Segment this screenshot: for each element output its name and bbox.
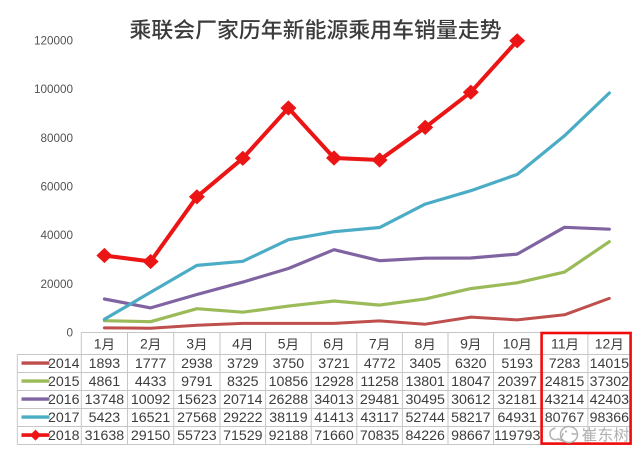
svg-text:27568: 27568 xyxy=(177,410,217,426)
svg-text:12: 12 xyxy=(595,336,611,352)
svg-text:5423: 5423 xyxy=(89,410,121,426)
svg-text:30612: 30612 xyxy=(451,392,491,408)
svg-text:10856: 10856 xyxy=(269,374,309,390)
svg-text:10092: 10092 xyxy=(131,392,171,408)
svg-text:9: 9 xyxy=(460,336,468,352)
svg-text:26288: 26288 xyxy=(269,392,309,408)
svg-text:12928: 12928 xyxy=(314,374,354,390)
svg-text:41413: 41413 xyxy=(314,410,354,426)
svg-text:64931: 64931 xyxy=(497,410,537,426)
svg-text:4772: 4772 xyxy=(364,356,396,372)
svg-text:29150: 29150 xyxy=(131,428,171,444)
svg-text:8325: 8325 xyxy=(227,374,259,390)
svg-text:3721: 3721 xyxy=(318,356,350,372)
svg-text:13748: 13748 xyxy=(85,392,125,408)
svg-text:60000: 60000 xyxy=(40,181,73,194)
svg-text:98366: 98366 xyxy=(590,410,630,426)
svg-text:40000: 40000 xyxy=(40,229,73,242)
svg-text:9791: 9791 xyxy=(181,374,213,390)
svg-text:84226: 84226 xyxy=(405,428,445,444)
svg-text:7: 7 xyxy=(369,336,377,352)
svg-text:52744: 52744 xyxy=(405,410,445,426)
svg-text:2017: 2017 xyxy=(48,410,80,426)
svg-text:4861: 4861 xyxy=(89,374,121,390)
svg-text:98667: 98667 xyxy=(451,428,491,444)
svg-text:34013: 34013 xyxy=(314,392,354,408)
svg-text:2018: 2018 xyxy=(48,428,80,444)
svg-text:100000: 100000 xyxy=(34,83,74,96)
svg-text:6: 6 xyxy=(323,336,331,352)
svg-text:11: 11 xyxy=(551,336,566,352)
svg-text:71660: 71660 xyxy=(314,428,354,444)
svg-text:31638: 31638 xyxy=(85,428,125,444)
svg-text:0: 0 xyxy=(66,327,73,340)
svg-text:70835: 70835 xyxy=(360,428,400,444)
svg-text:10: 10 xyxy=(503,336,519,352)
svg-text:7283: 7283 xyxy=(549,356,581,372)
svg-text:2014: 2014 xyxy=(48,356,80,372)
svg-text:4: 4 xyxy=(232,336,240,352)
svg-text:120000: 120000 xyxy=(34,34,74,47)
svg-text:14015: 14015 xyxy=(590,356,630,372)
svg-text:20000: 20000 xyxy=(40,278,73,291)
svg-text:1777: 1777 xyxy=(135,356,167,372)
svg-text:3: 3 xyxy=(186,336,194,352)
svg-text:38119: 38119 xyxy=(269,410,308,426)
svg-text:2: 2 xyxy=(140,336,148,352)
svg-text:6320: 6320 xyxy=(455,356,487,372)
svg-text:3750: 3750 xyxy=(273,356,305,372)
svg-text:80767: 80767 xyxy=(545,410,585,426)
svg-text:2015: 2015 xyxy=(48,374,80,390)
svg-text:3405: 3405 xyxy=(409,356,441,372)
svg-text:80000: 80000 xyxy=(40,132,73,145)
svg-text:13801: 13801 xyxy=(405,374,445,390)
svg-text:18047: 18047 xyxy=(451,374,491,390)
svg-text:1893: 1893 xyxy=(89,356,121,372)
svg-text:8: 8 xyxy=(415,336,423,352)
svg-text:55723: 55723 xyxy=(177,428,217,444)
svg-text:24815: 24815 xyxy=(545,374,585,390)
svg-text:42403: 42403 xyxy=(590,392,630,408)
svg-text:20714: 20714 xyxy=(223,392,263,408)
svg-text:43214: 43214 xyxy=(545,392,585,408)
svg-text:43117: 43117 xyxy=(360,410,399,426)
svg-text:71529: 71529 xyxy=(223,428,263,444)
svg-text:5: 5 xyxy=(278,336,286,352)
svg-text:5193: 5193 xyxy=(501,356,533,372)
svg-text:11258: 11258 xyxy=(360,374,399,390)
svg-text:30495: 30495 xyxy=(405,392,445,408)
svg-text:92188: 92188 xyxy=(269,428,309,444)
svg-text:16521: 16521 xyxy=(131,410,171,426)
svg-text:3729: 3729 xyxy=(227,356,259,372)
svg-text:32181: 32181 xyxy=(497,392,537,408)
svg-text:58217: 58217 xyxy=(451,410,491,426)
svg-text:2938: 2938 xyxy=(181,356,213,372)
svg-text:37302: 37302 xyxy=(590,374,630,390)
svg-text:20397: 20397 xyxy=(497,374,537,390)
svg-text:29222: 29222 xyxy=(223,410,263,426)
svg-text:1: 1 xyxy=(94,336,102,352)
svg-text:2016: 2016 xyxy=(48,392,80,408)
svg-text:4433: 4433 xyxy=(135,374,167,390)
svg-text:119793: 119793 xyxy=(494,428,540,444)
svg-text:29481: 29481 xyxy=(360,392,400,408)
svg-text:15623: 15623 xyxy=(177,392,217,408)
